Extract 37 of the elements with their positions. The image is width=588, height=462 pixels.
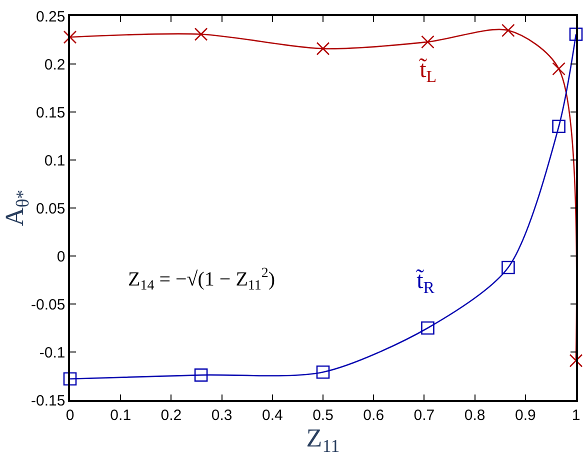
y-tick-label: -0.05 [31,296,66,314]
y-tick-label: 0.05 [36,200,66,218]
point [552,120,566,134]
point [552,62,566,76]
x-tick-label: 0.5 [312,406,334,424]
point [569,28,583,41]
point [63,372,77,386]
point [502,24,515,38]
y-tick-label: -0.1 [39,344,66,362]
point [421,321,434,335]
x-tick-label: 0.9 [514,406,536,424]
y-tick-label: 0.25 [36,8,66,26]
point [194,28,208,41]
y-tick-label: 0.15 [36,104,66,122]
y-tick-label: 0.1 [44,152,66,170]
point [194,368,208,382]
point [316,42,330,56]
y-tick-label: 0 [56,248,66,266]
annotation: Z$_{14}$ = −√(1 − Z$_{11}$$^{2}$) [128,266,276,294]
x-tick-label: 0.7 [414,406,435,424]
y-tick-label: 0.2 [44,56,66,74]
x-tick-label: 0.3 [211,406,232,424]
point [421,35,434,49]
point [569,354,583,368]
x-axis-title: Z$_{11}$ [306,424,340,456]
series-label: t̃$_{L}$ [419,57,437,86]
y-tick-label: -0.15 [31,392,66,410]
series-label: t̃$_{R}$ [416,268,436,298]
point [502,260,515,274]
x-tick-label: 0.4 [262,406,283,424]
x-tick-label: 0.2 [160,406,182,424]
x-tick-label: 0.1 [110,406,132,424]
x-tick-label: 1 [572,406,580,424]
point [63,30,77,44]
point [316,366,330,379]
x-tick-label: 0.6 [363,406,384,424]
x-tick-label: 0.8 [464,406,486,424]
